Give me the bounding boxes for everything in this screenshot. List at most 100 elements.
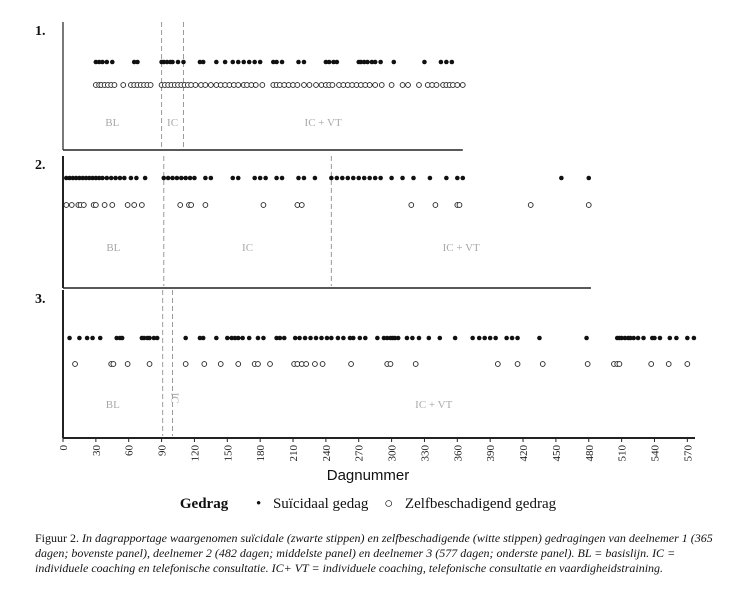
panel-1-suicidal-dot-26 (274, 59, 279, 65)
panel-1-suicidal-dot-2 (96, 59, 102, 65)
panel-3-suicidal-dot-69 (619, 335, 624, 341)
panel-3-suicidal-dot-16 (197, 335, 203, 341)
panel-2-suicidal-dot-46 (356, 175, 362, 181)
panel-2-selfharm-dot-24 (527, 202, 534, 208)
panel-2-suicidal-dot-11 (96, 175, 102, 181)
x-tick-label-10: 270 (354, 445, 366, 462)
panel-3-suicidal-dot-25 (255, 335, 261, 341)
panel-1-phase-label-1: BL (105, 117, 119, 129)
panel-2-phase-label-2: IC (242, 242, 253, 254)
panel-3-suicidal-dot-37 (329, 335, 334, 341)
panel-2-suicidal-dot-2 (67, 175, 72, 181)
panel-3-selfharm-dot-11 (255, 361, 261, 367)
panel-1-selfharm-dot-64 (378, 82, 385, 88)
panel-3-suicidal-dot-3 (84, 335, 90, 341)
panel-3-suicidal-dot-18 (214, 335, 219, 341)
x-tick-label-7: 180 (255, 445, 267, 462)
panel-3-selfharm-dot-4 (124, 361, 131, 367)
panel-2-suicidal-dot-52 (400, 175, 405, 181)
panel-3-suicidal-dot-61 (493, 335, 498, 341)
panel-1-selfharm-dot-39 (252, 82, 259, 88)
panel-2-suicidal-dot-32 (235, 175, 241, 181)
panel-2-suicidal-dot-19 (134, 175, 139, 181)
panel-2-suicidal-dot-23 (170, 175, 175, 181)
panel-1-suicidal-dot-16 (200, 59, 206, 65)
panel-2-suicidal-dot-55 (444, 175, 449, 181)
panel-1-selfharm-dot-35 (235, 82, 242, 88)
panel-2-selfharm-dot-1 (63, 202, 70, 208)
panel-3-suicidal-dot-42 (357, 335, 363, 341)
panel-1-selfharm-dot-8 (120, 82, 127, 88)
panel-2-suicidal-dot-50 (378, 175, 383, 181)
panel-1-suicidal-dot-38 (369, 59, 375, 65)
panel-3-suicidal-dot-38 (335, 335, 341, 341)
panel-3-selfharm-dot-16 (303, 361, 310, 367)
panel-3-suicidal-dot-59 (482, 335, 487, 341)
panel-2-suicidal-dot-13 (104, 175, 110, 181)
panel-2-phase-label-1: BL (106, 242, 120, 254)
x-tick-label-4: 90 (157, 445, 169, 457)
legend-title: Gedrag (179, 496, 229, 512)
panel-1-selfharm-dot-63 (372, 82, 379, 88)
panel-1-suicidal-dot-23 (252, 59, 257, 65)
panel-1-selfharm-dot-76 (454, 82, 461, 88)
caption-text: In dagrapportage waargenomen suïcidale (… (35, 531, 713, 575)
panel-1-suicidal-dot-32 (331, 59, 336, 65)
panel-2-selfharm-dot-23 (456, 202, 463, 208)
panel-3-suicidal-dot-15 (183, 335, 188, 341)
panel-3-suicidal-dot-81 (685, 335, 690, 341)
panel-2-suicidal-dot-20 (142, 175, 148, 181)
panel-1-suicidal-dot-35 (358, 59, 364, 65)
panel-1-suicidal-dot-42 (422, 59, 427, 65)
panel-2-suicidal-dot-17 (122, 175, 127, 181)
panel-2-selfharm-dot-17 (260, 202, 267, 208)
panel-3-suicidal-dot-80 (674, 335, 679, 341)
panel-1-suicidal-dot-4 (104, 59, 110, 65)
panel-3-suicidal-dot-70 (622, 335, 628, 341)
panel-1-selfharm-dot-50 (313, 82, 319, 88)
panel-2-suicidal-dot-36 (274, 175, 279, 181)
panel-3-suicidal-dot-26 (261, 335, 266, 341)
panel-2-suicidal-dot-47 (361, 175, 367, 181)
legend-label-selfharm: Zelfbeschadigend gedrag (404, 496, 557, 512)
legend-label-suicidal: Suïcidaal gedag (272, 496, 369, 512)
panel-2-selfharm-dot-10 (124, 202, 131, 208)
panel-1-suicidal-dot-33 (334, 59, 340, 65)
panel-1-suicidal-dot-14 (181, 59, 186, 65)
legend: Gedrag • Suïcidaal gedag ○ Zelfbeschadig… (0, 496, 736, 513)
x-tick-label-9: 240 (321, 445, 333, 462)
panel-1-suicidal-dot-37 (365, 59, 370, 65)
panel-3-suicidal-dot-79 (667, 335, 673, 341)
panel-2-suicidal-dot-43 (340, 175, 345, 181)
panel-3-suicidal-dot-20 (229, 335, 234, 341)
panel-3-suicidal-dot-21 (232, 335, 238, 341)
panel-2-selfharm-dot-15 (188, 202, 195, 208)
panel-3-selfharm-dot-7 (201, 361, 208, 367)
panel-2-selfharm-dot-2 (68, 202, 75, 208)
panel-1-suicidal-dot-13 (175, 59, 181, 65)
panel-3-suicidal-dot-32 (302, 335, 308, 341)
panel-2-suicidal-dot-56 (455, 175, 460, 181)
figure-caption: Figuur 2. In dagrapportage waargenomen s… (35, 531, 715, 576)
panel-3-number: 3. (35, 292, 46, 307)
panel-3-suicidal-dot-82 (691, 335, 697, 341)
panel-2-suicidal-dot-57 (460, 175, 466, 181)
panel-3-selfharm-dot-25 (539, 361, 546, 367)
panel-2-suicidal-dot-29 (203, 175, 208, 181)
panel-2-suicidal-dot-3 (70, 175, 76, 181)
panel-1-suicidal-dot-36 (361, 59, 367, 65)
panel-1-suicidal-dot-44 (444, 59, 449, 65)
panel-3-suicidal-dot-54 (426, 335, 432, 341)
panel-1-suicidal-dot-15 (197, 59, 203, 65)
panel-1-selfharm-dot-7 (111, 82, 118, 88)
panel-3-suicidal-dot-46 (384, 335, 390, 341)
panel-3-suicidal-dot-53 (416, 335, 422, 341)
panel-3-selfharm-dot-19 (348, 361, 354, 367)
panel-3-selfharm-dot-1 (72, 361, 78, 367)
panel-3-selfharm-dot-30 (648, 361, 655, 367)
panel-1-suicidal-dot-10 (164, 59, 170, 65)
panel-2-selfharm-dot-11 (131, 202, 138, 208)
panel-3-suicidal-dot-52 (410, 335, 415, 341)
panel-3-selfharm-dot-9 (235, 361, 242, 367)
panel-3-suicidal-dot-36 (324, 335, 330, 341)
